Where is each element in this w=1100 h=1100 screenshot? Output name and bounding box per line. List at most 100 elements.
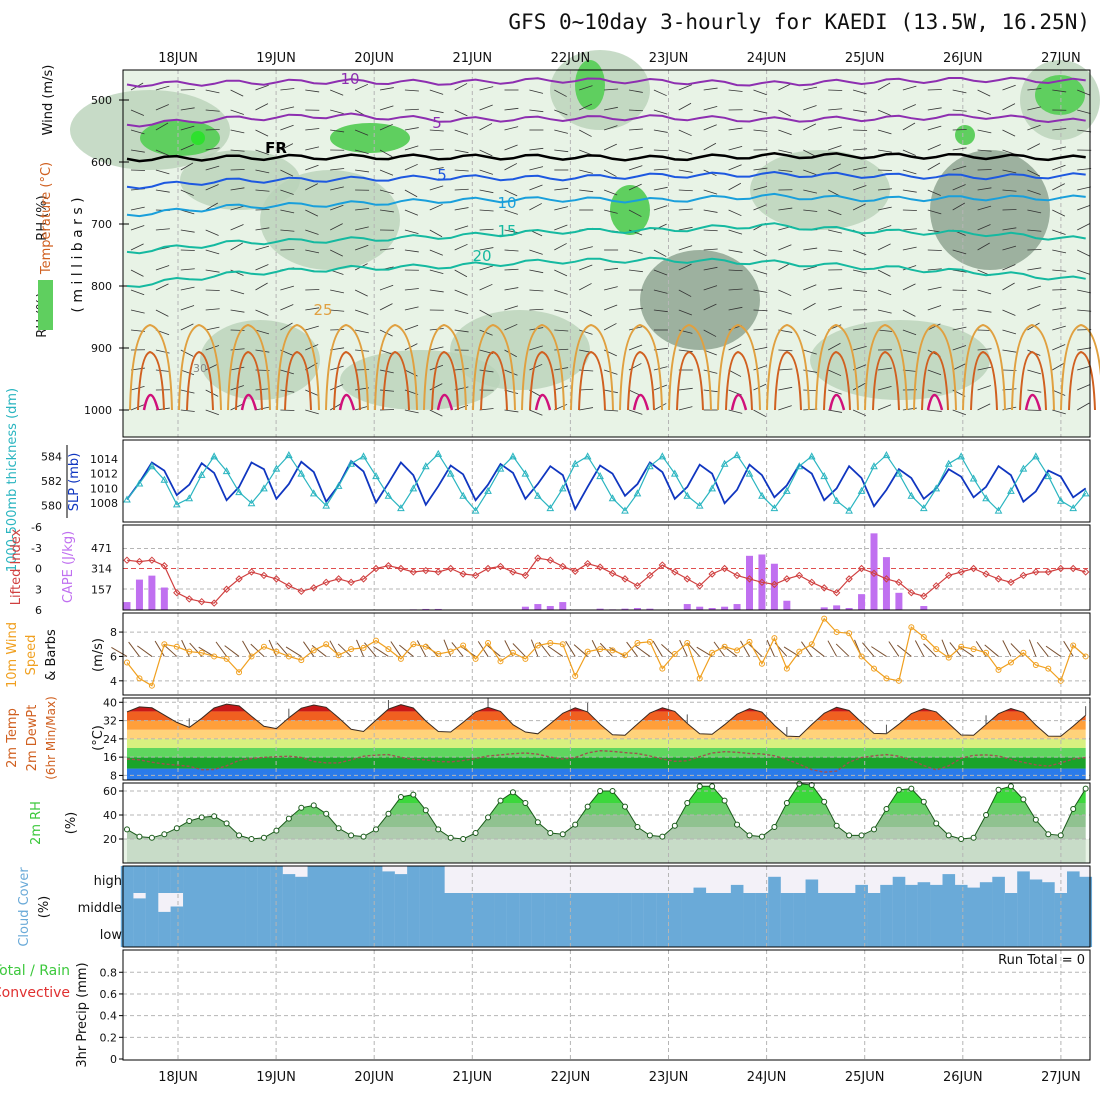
wind-speed-marker <box>124 659 130 666</box>
cloud-bar-high <box>432 866 445 893</box>
wind-barb <box>604 267 619 271</box>
cloud-bar-middle <box>930 893 943 920</box>
wind-barb <box>280 209 295 214</box>
wind-barb <box>429 269 444 275</box>
wind-speed-marker <box>584 648 591 655</box>
wind-barb <box>354 289 368 297</box>
contour-label: 10 <box>497 194 516 212</box>
cape-bar <box>895 592 903 610</box>
cloud-bar-low <box>120 920 134 947</box>
wind-barb <box>1002 227 1017 231</box>
wind-barb <box>628 165 643 171</box>
wind-barb <box>1052 128 1067 131</box>
wind-speed-marker <box>211 653 218 660</box>
lifted-index-marker <box>197 597 206 606</box>
wind-barb <box>778 129 792 136</box>
thickness-marker <box>1019 464 1028 472</box>
cloud-bar-high <box>1067 871 1080 893</box>
wind-barb <box>877 82 891 91</box>
isotherm-line <box>578 350 606 411</box>
temp-band <box>127 704 1086 705</box>
cape-bar <box>135 579 143 610</box>
lifted-index-marker <box>994 575 1003 583</box>
lifted-index-marker <box>845 575 853 583</box>
cloud-bar-middle <box>606 893 619 920</box>
cape-bar <box>559 602 567 610</box>
wind-barb <box>1002 264 1016 271</box>
lifted-tick-label: -6 <box>31 521 42 534</box>
thickness-marker <box>272 464 281 472</box>
thickness-tick-label: 580 <box>41 500 62 513</box>
wind-barb <box>230 109 244 115</box>
cloud-bar-middle <box>469 893 482 920</box>
wind-barb <box>230 242 243 251</box>
wind-barb <box>628 229 643 236</box>
wind-barb <box>285 646 302 657</box>
wind-barb <box>877 289 892 296</box>
rh2m-marker <box>161 831 168 838</box>
wind-barb <box>803 302 816 311</box>
cape-bar <box>621 608 629 610</box>
wind-barb <box>205 326 220 331</box>
cloud-unit-label: (%) <box>37 896 52 919</box>
wind-barb <box>155 85 170 91</box>
cloud-bar-low <box>668 920 682 947</box>
wind-speed-marker <box>671 651 678 657</box>
cloud-bar-middle <box>1004 893 1018 920</box>
cloud-bar-middle <box>257 893 271 920</box>
lifted-index-marker <box>459 570 467 578</box>
rh2m-marker <box>597 788 604 794</box>
isotherm-line <box>472 323 516 411</box>
wind-barb <box>1052 89 1067 93</box>
rh2m-marker <box>285 815 292 822</box>
wind-barb <box>778 169 793 172</box>
wind-barb <box>703 209 718 213</box>
contour-label: 25 <box>313 301 332 319</box>
precip-unit-label: 3hr Precip (mm) <box>75 962 90 1067</box>
cloud-bar-middle <box>307 893 321 920</box>
rh2m-marker <box>323 810 330 817</box>
wind-barb <box>379 389 394 392</box>
cloud-bar-middle <box>270 893 283 920</box>
cloud-bar-low <box>867 920 881 947</box>
rh2m-marker <box>746 832 753 839</box>
wind-barb <box>404 324 419 331</box>
lifted-index-marker <box>260 571 268 580</box>
cloud-bar-low <box>1042 920 1055 947</box>
rh2m-marker <box>572 821 579 828</box>
cloud-bar-low <box>170 920 184 947</box>
isotherm-line <box>1011 323 1055 411</box>
wind-barb <box>303 641 315 657</box>
isotherm-line <box>815 323 859 411</box>
lifted-index-marker <box>285 582 293 590</box>
wind-barb <box>255 84 269 91</box>
thickness-marker <box>372 472 380 480</box>
cloud-bar-middle <box>569 893 582 920</box>
rh2m-marker <box>460 836 467 842</box>
wind-barb <box>1028 639 1037 657</box>
wind-barb <box>927 162 941 171</box>
wind-barb <box>628 269 643 273</box>
wind-barb <box>1052 307 1067 311</box>
lifted-index-marker <box>534 554 542 562</box>
lifted-index-marker <box>882 575 891 583</box>
wind-barb <box>404 209 419 216</box>
wind-barb <box>280 389 295 393</box>
wind-barb <box>653 269 668 276</box>
rh2m-marker <box>858 832 865 839</box>
lifted-index-marker <box>932 582 940 590</box>
rh2m-unit-label: (%) <box>64 812 79 835</box>
wind-speed-marker <box>808 641 815 648</box>
wind-speed-marker <box>1020 649 1027 656</box>
date-label-bottom: 23JUN <box>649 1070 689 1085</box>
lifted-index-marker <box>1032 568 1040 576</box>
wind-barb <box>877 385 892 391</box>
wind-speed-marker <box>447 648 454 655</box>
precip-axis-tick-label: 0.8 <box>100 966 118 979</box>
wind-barb <box>454 149 469 154</box>
thickness-marker <box>260 484 268 492</box>
cloud-bar-middle <box>718 893 731 920</box>
lifted-index-marker <box>1044 568 1053 576</box>
cloud-bar-low <box>270 920 283 947</box>
wind-barb <box>753 167 768 171</box>
